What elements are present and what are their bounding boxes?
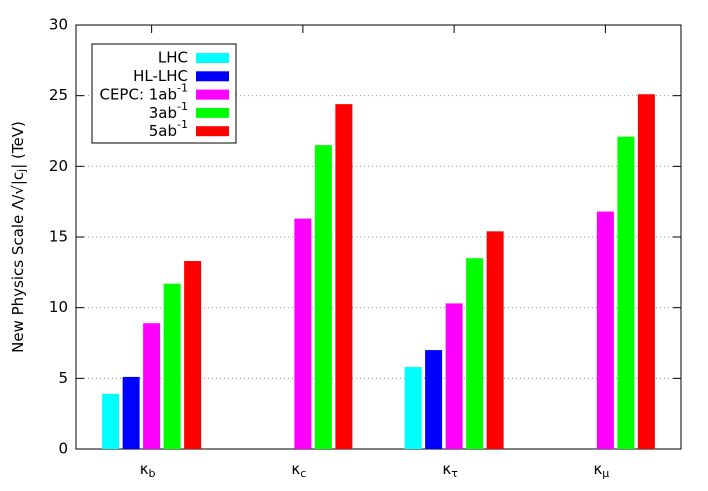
y-tick-label: 5 bbox=[58, 369, 68, 387]
legend-label: 3ab-1 bbox=[149, 100, 188, 122]
bar bbox=[102, 393, 120, 449]
bar bbox=[294, 218, 312, 449]
y-tick-label: 0 bbox=[58, 440, 68, 458]
bar bbox=[617, 136, 635, 450]
bar bbox=[425, 350, 443, 449]
bar bbox=[404, 367, 422, 449]
bar bbox=[163, 283, 181, 449]
y-tick-label: 10 bbox=[49, 298, 68, 316]
x-tick-label: κb bbox=[140, 460, 156, 481]
bar bbox=[486, 231, 504, 449]
y-tick-label: 30 bbox=[49, 16, 68, 34]
bar bbox=[314, 145, 332, 449]
legend-swatch bbox=[196, 53, 229, 63]
y-axis-label: New Physics Scale Λ/√|cj| (TeV) bbox=[9, 121, 29, 353]
legend-swatch bbox=[196, 126, 229, 137]
bar bbox=[466, 258, 484, 449]
bar bbox=[143, 323, 161, 449]
legend-label: CEPC: 1ab-1 bbox=[99, 82, 188, 104]
y-tick-label: 25 bbox=[49, 86, 68, 104]
legend-label: LHC bbox=[158, 49, 188, 67]
x-tick-label: κc bbox=[291, 460, 306, 481]
bar bbox=[445, 303, 463, 449]
x-tick-label: κτ bbox=[442, 460, 458, 481]
bar bbox=[596, 211, 614, 449]
bar bbox=[122, 376, 140, 449]
legend-label: HL-LHC bbox=[133, 67, 188, 85]
legend-swatch bbox=[196, 107, 229, 118]
bar bbox=[335, 104, 353, 449]
bar bbox=[184, 261, 202, 449]
y-tick-label: 20 bbox=[49, 157, 68, 175]
bar bbox=[637, 94, 655, 450]
legend-swatch bbox=[196, 71, 229, 82]
legend-label: 5ab-1 bbox=[149, 118, 188, 140]
x-tick-label: κμ bbox=[593, 460, 609, 481]
legend-swatch bbox=[196, 89, 229, 100]
y-tick-label: 15 bbox=[49, 228, 68, 246]
